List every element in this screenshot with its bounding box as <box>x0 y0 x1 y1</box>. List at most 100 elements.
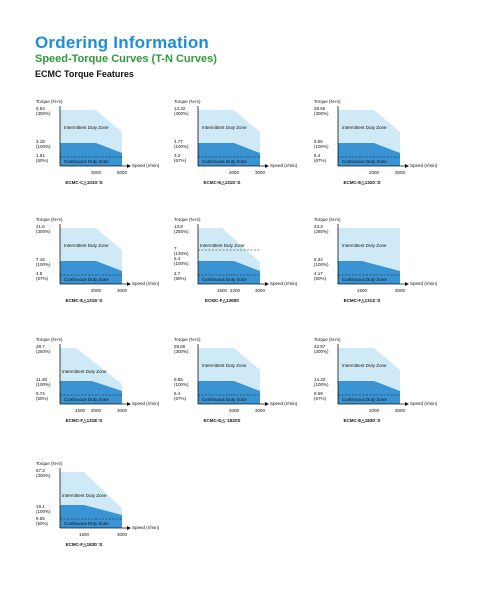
x-tick-label: 5000 <box>117 170 128 175</box>
tn-chart-5: Torque (N-m) Intermittent Duty Zone Cont… <box>174 217 298 303</box>
x-tick-label: 2000 <box>369 408 380 413</box>
speed-axis-arrow-icon <box>127 526 131 530</box>
continuous-zone-label: Continuous Duty Zone <box>202 277 247 282</box>
y-tick-value: 6.4 <box>174 391 181 396</box>
speed-axis-arrow-icon <box>405 282 409 286</box>
speed-axis-label: Speed (r/min) <box>410 401 438 406</box>
y-tick-value: 11.48 <box>36 377 47 382</box>
intermittent-zone-label: Intermittent Duty Zone <box>64 125 109 130</box>
y-tick-value: 23.3 <box>314 224 323 229</box>
speed-axis-arrow-icon <box>265 164 269 168</box>
model-label: ECMC-E△1830□S <box>344 418 381 423</box>
y-tick-value: 14.32 <box>314 377 326 382</box>
tn-chart-6: Torque (N-m) Intermittent Duty Zone Cont… <box>314 217 438 303</box>
speed-axis-label: Speed (r/min) <box>132 281 160 286</box>
y-tick-value: 4.8 <box>36 271 43 276</box>
y-tick-percent: (280%) <box>314 229 329 234</box>
y-tick-value: 1.91 <box>36 153 45 158</box>
continuous-duty-zone <box>338 143 400 166</box>
y-tick-percent: (50%) <box>174 276 187 281</box>
speed-axis-arrow-icon <box>127 282 131 286</box>
tn-chart-7: Torque (N-m) Intermittent Duty Zone Cont… <box>36 337 160 423</box>
x-tick-label: 3000 <box>255 288 266 293</box>
speed-axis-label: Speed (r/min) <box>270 163 298 168</box>
y-tick-value: 2.7 <box>174 271 181 276</box>
intermittent-zone-label: Intermittent Duty Zone <box>202 363 247 368</box>
continuous-zone-label: Continuous Duty Zone <box>342 159 387 164</box>
y-tick-value: 9.55 <box>36 516 45 521</box>
y-tick-percent: (300%) <box>174 111 189 116</box>
y-tick-percent: (50%) <box>36 396 49 401</box>
tn-chart-2: Torque (N-m) Intermittent Duty Zone Cont… <box>174 99 298 185</box>
y-tick-value: 9.55 <box>174 377 183 382</box>
torque-axis-label: Torque (N-m) <box>36 99 63 104</box>
x-tick-label: 3000 <box>255 408 266 413</box>
y-tick-percent: (100%) <box>36 509 51 514</box>
page-title: Ordering Information <box>35 33 209 52</box>
torque-axis-label: Torque (N-m) <box>174 217 201 222</box>
y-tick-percent: (60%) <box>36 158 49 163</box>
x-tick-label: 2000 <box>229 170 240 175</box>
continuous-zone-label: Continuous Duty Zone <box>64 397 109 402</box>
x-tick-label: 2000 <box>91 288 102 293</box>
y-tick-percent: (300%) <box>36 473 51 478</box>
torque-axis-label: Torque (N-m) <box>36 461 63 466</box>
torque-axis-label: Torque (N-m) <box>314 337 341 342</box>
y-tick-value: 28.65 <box>314 106 326 111</box>
x-tick-label: 1500 <box>357 288 368 293</box>
y-tick-percent: (300%) <box>314 111 329 116</box>
y-tick-value: 8.34 <box>314 257 323 262</box>
y-tick-value: 28.7 <box>36 344 45 349</box>
y-tick-percent: (67%) <box>314 158 327 163</box>
speed-axis-arrow-icon <box>265 282 269 286</box>
continuous-duty-zone <box>60 261 122 284</box>
y-tick-value: 3.18 <box>36 139 45 144</box>
x-tick-label: 2000 <box>91 408 102 413</box>
torque-axis-label: Torque (N-m) <box>314 99 341 104</box>
y-tick-percent: (300%) <box>314 349 329 354</box>
continuous-duty-zone <box>198 381 260 404</box>
y-tick-percent: (67%) <box>174 158 187 163</box>
x-tick-label: 3000 <box>395 288 406 293</box>
tn-chart-8: Torque (N-m) Intermittent Duty Zone Cont… <box>174 337 298 423</box>
y-tick-value: 7 <box>174 246 177 251</box>
model-label: ECMC-E△1315□S <box>66 298 103 303</box>
x-tick-label: 2200 <box>230 288 241 293</box>
continuous-zone-label: Continuous Duty Zone <box>64 521 109 526</box>
x-tick-label: 1500 <box>75 408 86 413</box>
y-tick-percent: (100%) <box>36 144 51 149</box>
tn-chart-9: Torque (N-m) Intermittent Duty Zone Cont… <box>314 337 438 423</box>
speed-axis-label: Speed (r/min) <box>410 163 438 168</box>
x-tick-label: 3000 <box>117 288 128 293</box>
page-subtitle: Speed-Torque Curves (T-N Curves) <box>35 53 217 65</box>
y-tick-value: 5.74 <box>36 391 45 396</box>
continuous-duty-zone <box>198 143 260 166</box>
torque-axis-label: Torque (N-m) <box>36 337 63 342</box>
y-tick-value: 14.32 <box>174 106 186 111</box>
y-tick-percent: (255%) <box>174 229 189 234</box>
continuous-zone-label: Continuous Duty Zone <box>64 277 109 282</box>
speed-axis-label: Speed (r/min) <box>132 163 160 168</box>
torque-axis-label: Torque (N-m) <box>314 217 341 222</box>
intermittent-zone-label: Intermittent Duty Zone <box>342 125 387 130</box>
x-tick-label: 3000 <box>395 408 406 413</box>
torque-axis-label: Torque (N-m) <box>36 217 63 222</box>
speed-axis-arrow-icon <box>127 402 131 406</box>
intermittent-zone-label: Intermittent Duty Zone <box>202 125 247 130</box>
intermittent-zone-label: Intermittent Duty Zone <box>62 369 107 374</box>
speed-axis-arrow-icon <box>265 402 269 406</box>
y-tick-value: 28.65 <box>174 344 186 349</box>
x-tick-label: 1500 <box>217 288 228 293</box>
intermittent-zone-label: Intermittent Duty Zone <box>62 493 107 498</box>
model-label: ECMC-E△1310□S <box>204 180 241 185</box>
continuous-zone-label: Continuous Duty Zone <box>202 397 247 402</box>
y-tick-percent: (50%) <box>36 521 49 526</box>
x-tick-label: 1500 <box>79 532 90 537</box>
continuous-zone-label: Continuous Duty Zone <box>64 159 109 164</box>
y-tick-value: 3.2 <box>174 153 181 158</box>
x-tick-label: 3000 <box>255 170 266 175</box>
model-label: ECMC-E△□1820S <box>204 418 241 423</box>
x-tick-label: 3000 <box>117 408 128 413</box>
x-tick-label: 2000 <box>229 408 240 413</box>
